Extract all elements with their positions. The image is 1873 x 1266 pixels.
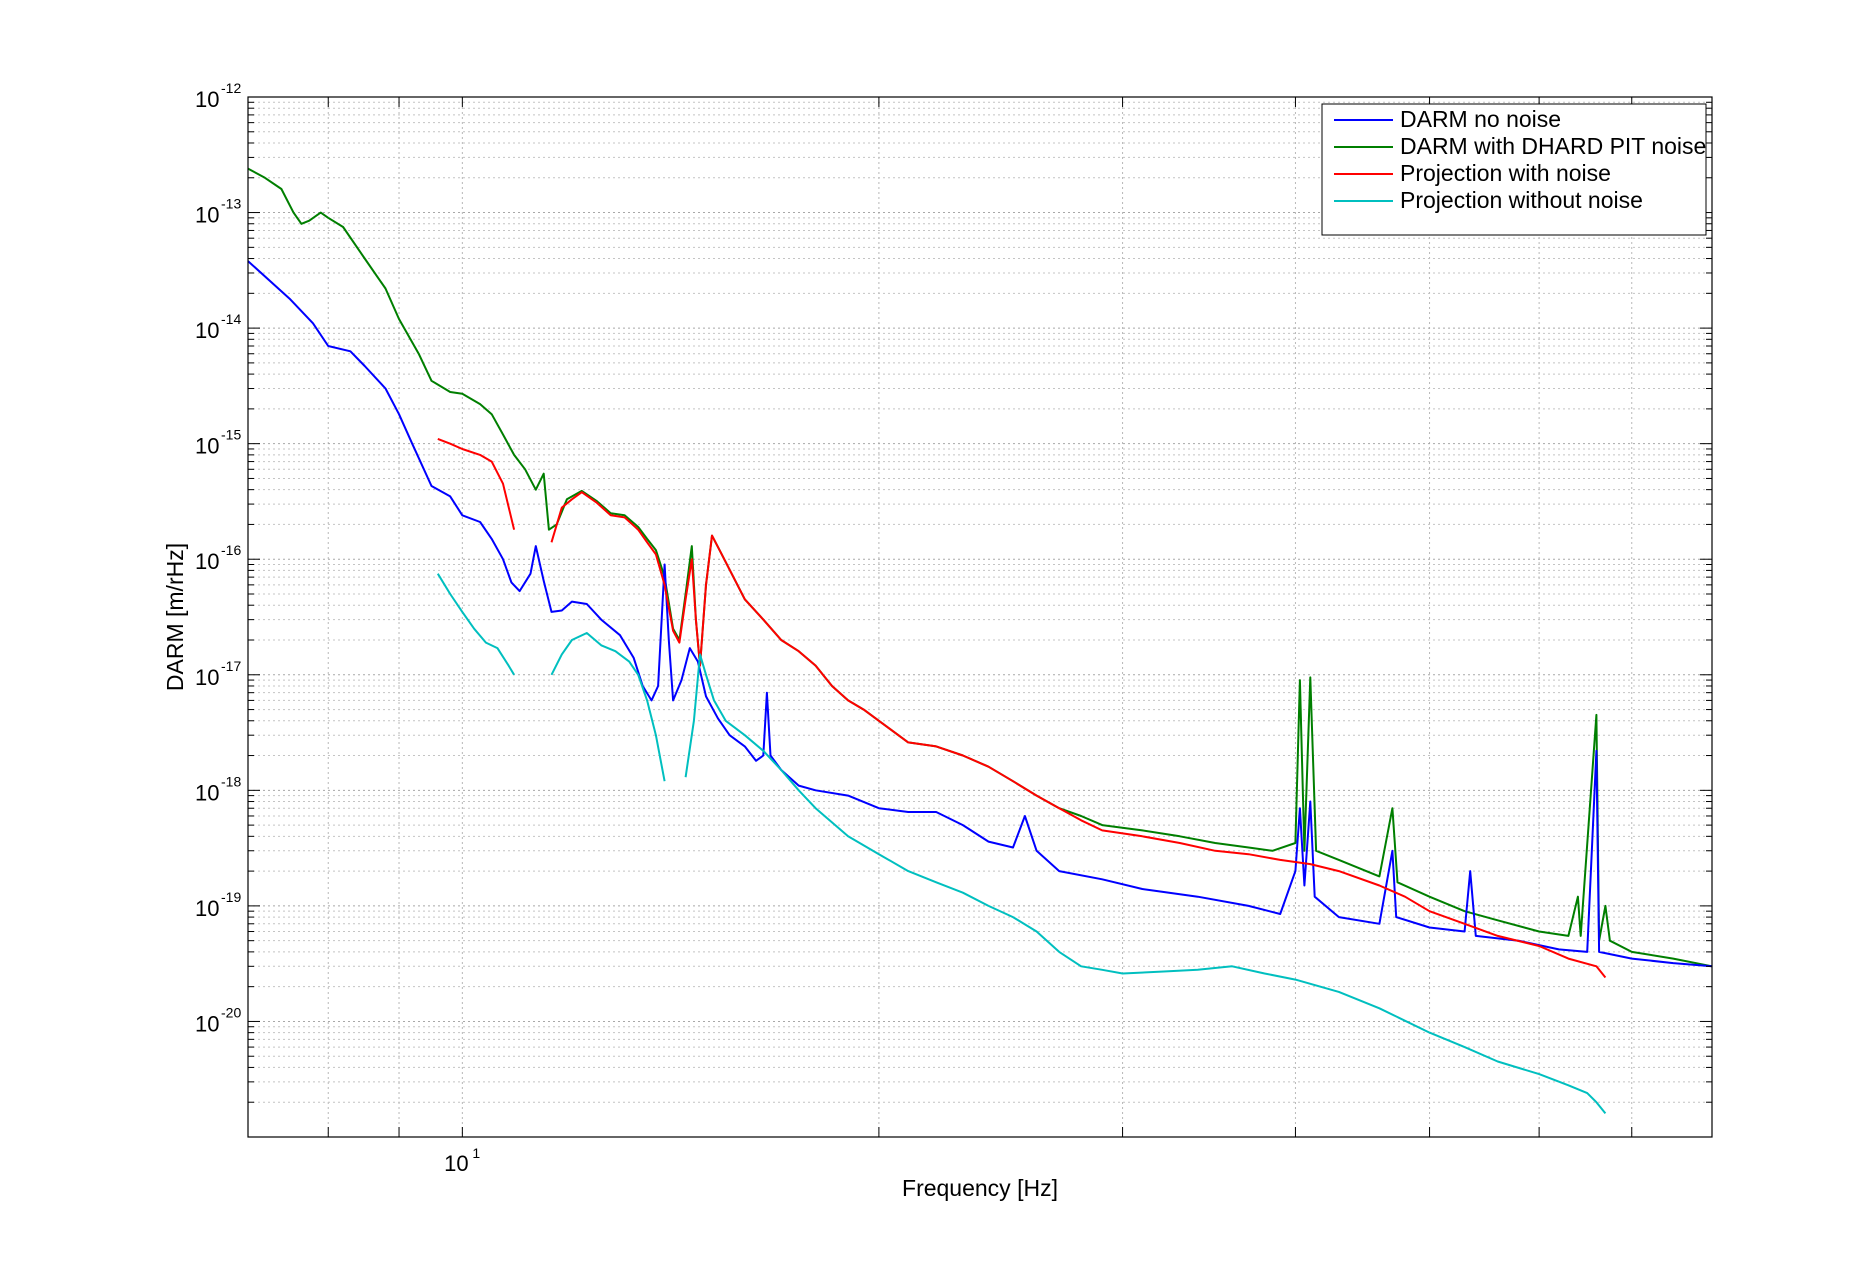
y-tick-label-exponent: -14 (221, 311, 241, 327)
y-tick-label-exponent: -12 (221, 80, 241, 96)
series-line-projection-without-noise (436, 573, 1607, 1115)
y-tick-label: 10 (195, 1011, 219, 1036)
legend-label: DARM with DHARD PIT noise (1400, 133, 1706, 159)
x-tick-label: 10 (444, 1151, 468, 1176)
series-line-darm-no-noise (247, 260, 1713, 968)
y-axis-label: DARM [m/rHz] (162, 543, 188, 691)
y-tick-label-exponent: -18 (221, 773, 241, 789)
legend-box (1321, 103, 1707, 236)
series-line-projection-with-noise (437, 437, 1607, 979)
legend-label: Projection without noise (1400, 187, 1643, 213)
x-tick-labels: 10 1 (444, 1145, 480, 1176)
y-tick-label: 10 (195, 896, 219, 921)
y-tick-labels: 10-1210-1310-1410-1510-1610-1710-1810-19… (195, 80, 241, 1036)
y-tick-label: 10 (195, 203, 219, 228)
y-tick-label-exponent: -16 (221, 542, 241, 558)
y-tick-label: 10 (195, 665, 219, 690)
y-tick-label: 10 (195, 87, 219, 112)
y-tick-label: 10 (195, 318, 219, 343)
y-tick-label: 10 (195, 434, 219, 459)
y-tick-label-exponent: -15 (221, 427, 241, 443)
legend-label: Projection with noise (1400, 160, 1611, 186)
y-tick-label: 10 (195, 549, 219, 574)
y-tick-label-exponent: -17 (221, 658, 241, 674)
y-tick-label: 10 (195, 780, 219, 805)
x-tick-label-exponent: 1 (472, 1145, 480, 1161)
series-lines (247, 167, 1713, 1115)
plot-frame (247, 96, 1713, 1138)
axis-ticks (247, 97, 1713, 1138)
y-tick-label-exponent: -20 (221, 1004, 241, 1020)
legend-label: DARM no noise (1400, 106, 1561, 132)
y-tick-label-exponent: -19 (221, 889, 241, 905)
y-tick-label-exponent: -13 (221, 196, 241, 212)
x-axis-label: Frequency [Hz] (902, 1175, 1058, 1201)
